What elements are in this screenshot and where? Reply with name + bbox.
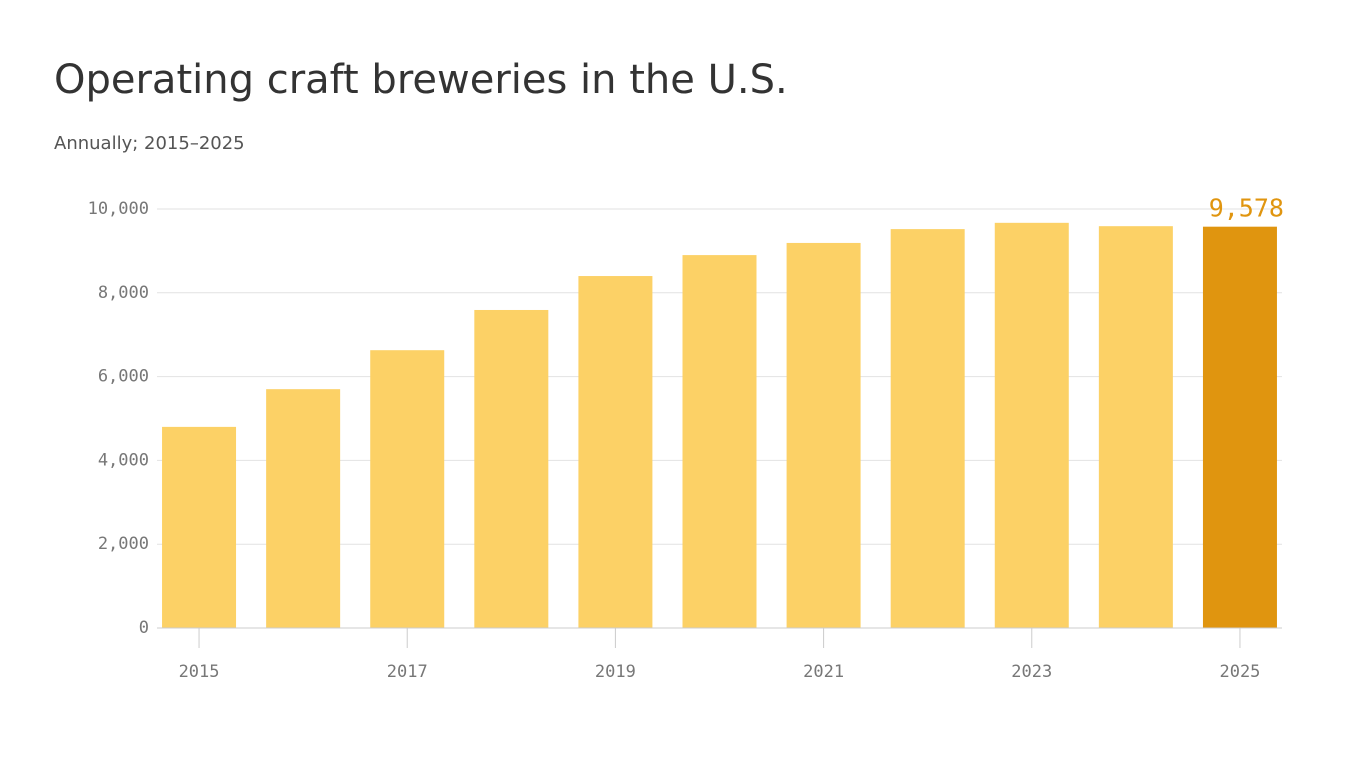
bar <box>266 389 341 628</box>
chart-title: Operating craft breweries in the U.S. <box>54 57 788 103</box>
value-label: 9,578 <box>1209 194 1284 223</box>
y-tick-label: 2,000 <box>98 534 149 554</box>
bar <box>786 242 861 628</box>
bar <box>994 222 1069 628</box>
bar <box>474 309 549 628</box>
bar <box>890 229 965 628</box>
x-tick-label: 2023 <box>1011 662 1052 682</box>
y-tick-label: 0 <box>139 618 149 638</box>
y-tick-label: 4,000 <box>98 450 149 470</box>
x-tick-label: 2017 <box>387 662 428 682</box>
chart-subtitle: Annually; 2015–2025 <box>54 133 245 154</box>
bar <box>682 255 757 628</box>
bar <box>162 426 237 628</box>
bar <box>370 350 445 628</box>
bar <box>578 276 653 628</box>
x-tick-label: 2021 <box>803 662 844 682</box>
x-tick-label: 2015 <box>179 662 220 682</box>
y-tick-label: 8,000 <box>98 283 149 303</box>
bar <box>1202 226 1277 628</box>
x-tick-label: 2025 <box>1219 662 1260 682</box>
bar <box>1098 226 1173 628</box>
y-tick-label: 6,000 <box>98 367 149 387</box>
y-tick-label: 10,000 <box>88 199 149 219</box>
x-tick-label: 2019 <box>595 662 636 682</box>
